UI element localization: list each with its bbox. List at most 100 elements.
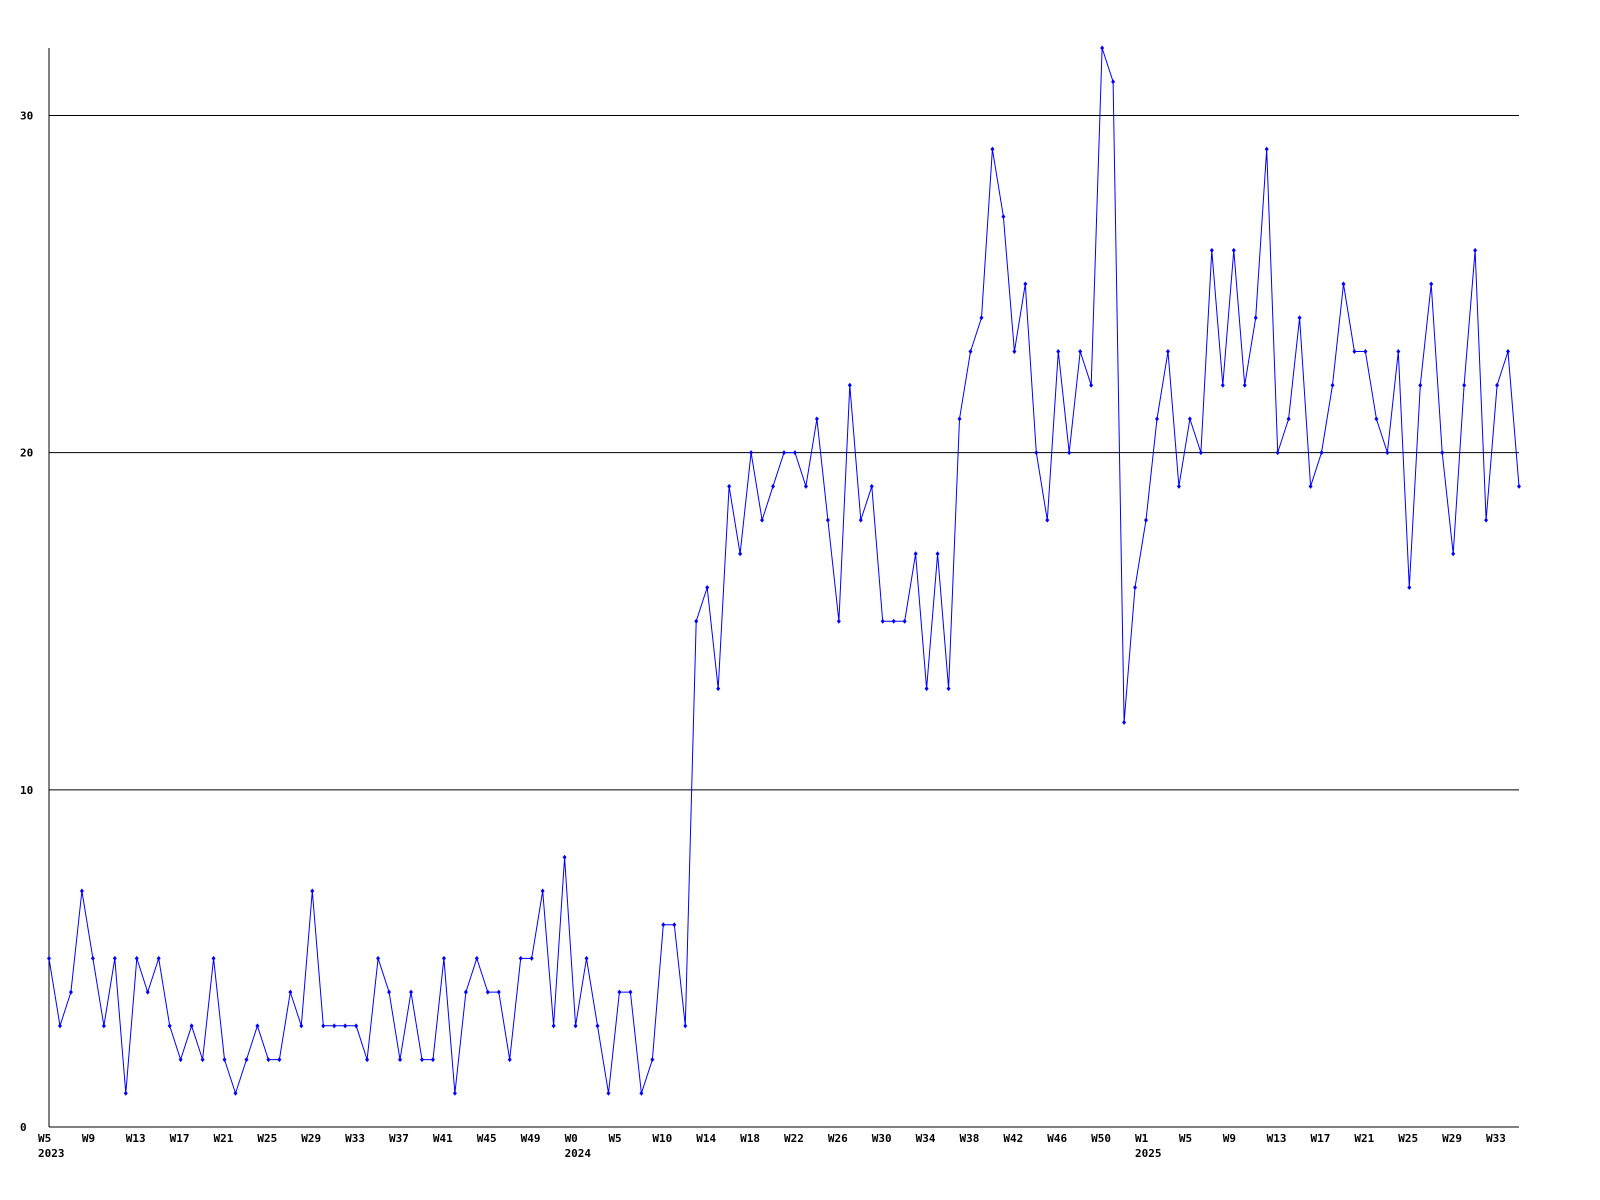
data-point bbox=[628, 989, 633, 995]
x-tick-label: W50 bbox=[1091, 1132, 1111, 1145]
data-line bbox=[48, 47, 1520, 1095]
data-point bbox=[1506, 348, 1511, 354]
y-tick-label: 10 bbox=[20, 784, 33, 797]
data-point bbox=[1319, 450, 1324, 456]
data-point bbox=[452, 1090, 457, 1096]
data-point bbox=[869, 483, 874, 489]
data-point bbox=[1056, 348, 1061, 354]
data-point bbox=[902, 618, 907, 624]
x-tick-label: W33 bbox=[1486, 1132, 1506, 1145]
data-point bbox=[957, 416, 962, 422]
x-tick-label: W29 bbox=[301, 1132, 321, 1145]
data-point bbox=[365, 1057, 370, 1063]
data-point bbox=[233, 1090, 238, 1096]
data-point bbox=[68, 989, 73, 995]
x-tick-label: W9 bbox=[82, 1132, 95, 1145]
data-point bbox=[189, 1023, 194, 1029]
data-point bbox=[1363, 348, 1368, 354]
x-tick-label: W13 bbox=[126, 1132, 146, 1145]
data-point bbox=[1374, 416, 1379, 422]
data-point bbox=[244, 1057, 249, 1063]
data-point bbox=[1308, 483, 1313, 489]
data-point bbox=[398, 1057, 403, 1063]
data-point bbox=[760, 517, 765, 523]
data-point bbox=[540, 888, 545, 894]
data-point bbox=[485, 989, 490, 995]
data-point bbox=[1034, 450, 1039, 456]
y-tick-label: 30 bbox=[20, 109, 33, 122]
data-point bbox=[1517, 483, 1521, 489]
x-tick-label: W9 bbox=[1223, 1132, 1236, 1145]
data-point bbox=[310, 888, 315, 894]
x-tick-label: W26 bbox=[828, 1132, 848, 1145]
x-tick-label: W17 bbox=[170, 1132, 190, 1145]
data-point bbox=[1078, 348, 1083, 354]
x-tick-label: W17 bbox=[1311, 1132, 1331, 1145]
data-point bbox=[1396, 348, 1401, 354]
data-point bbox=[1407, 585, 1412, 590]
data-point bbox=[1352, 348, 1357, 354]
data-point bbox=[1176, 483, 1181, 489]
x-tick-label: W45 bbox=[477, 1132, 497, 1145]
data-point bbox=[1286, 416, 1291, 422]
data-point bbox=[573, 1023, 578, 1029]
x-tick-label: W10 bbox=[652, 1132, 672, 1145]
data-point bbox=[90, 955, 95, 961]
data-point bbox=[496, 989, 501, 995]
data-point bbox=[617, 989, 622, 995]
data-point bbox=[1111, 79, 1116, 85]
x-tick-label: W13 bbox=[1267, 1132, 1287, 1145]
x-tick-label: W46 bbox=[1047, 1132, 1067, 1145]
data-point bbox=[507, 1057, 512, 1063]
x-tick-label: W29 bbox=[1442, 1132, 1462, 1145]
data-point bbox=[1253, 315, 1258, 321]
data-point bbox=[1045, 517, 1050, 523]
data-point bbox=[529, 955, 534, 961]
data-point bbox=[803, 483, 808, 489]
data-point bbox=[145, 989, 150, 995]
data-point bbox=[595, 1023, 600, 1029]
data-point bbox=[200, 1057, 205, 1063]
data-point bbox=[178, 1057, 183, 1063]
x-tick-label: W38 bbox=[959, 1132, 979, 1145]
data-point bbox=[266, 1057, 271, 1063]
data-point bbox=[990, 146, 995, 152]
data-point bbox=[606, 1090, 611, 1096]
data-point bbox=[672, 922, 677, 928]
data-point bbox=[1187, 416, 1192, 422]
data-point bbox=[1012, 348, 1017, 354]
data-point bbox=[1462, 382, 1467, 388]
data-point bbox=[463, 989, 468, 995]
data-point bbox=[1429, 281, 1434, 287]
data-point bbox=[211, 955, 216, 961]
data-point bbox=[771, 483, 776, 489]
data-point bbox=[1165, 348, 1170, 354]
data-point bbox=[1451, 551, 1456, 557]
data-point bbox=[332, 1023, 337, 1029]
data-point bbox=[858, 517, 863, 523]
data-point bbox=[277, 1057, 282, 1063]
data-point bbox=[1089, 382, 1094, 388]
data-point bbox=[639, 1090, 644, 1096]
data-point bbox=[1495, 382, 1500, 388]
data-point bbox=[409, 989, 414, 995]
data-point bbox=[924, 686, 929, 692]
x-tick-label: W1 bbox=[1135, 1132, 1149, 1145]
data-point bbox=[354, 1023, 359, 1029]
x-year-label: 2025 bbox=[1135, 1147, 1162, 1160]
data-point bbox=[562, 854, 567, 860]
data-point bbox=[1242, 382, 1247, 388]
data-point bbox=[222, 1057, 227, 1063]
x-tick-label: W14 bbox=[696, 1132, 716, 1145]
x-tick-label: W21 bbox=[214, 1132, 234, 1145]
data-point bbox=[913, 551, 918, 557]
data-point bbox=[1440, 450, 1445, 456]
data-point bbox=[836, 618, 841, 624]
y-tick-label: 0 bbox=[20, 1121, 27, 1134]
data-point bbox=[727, 483, 732, 489]
data-point bbox=[255, 1023, 260, 1029]
data-point bbox=[518, 955, 523, 961]
data-point bbox=[705, 585, 710, 590]
